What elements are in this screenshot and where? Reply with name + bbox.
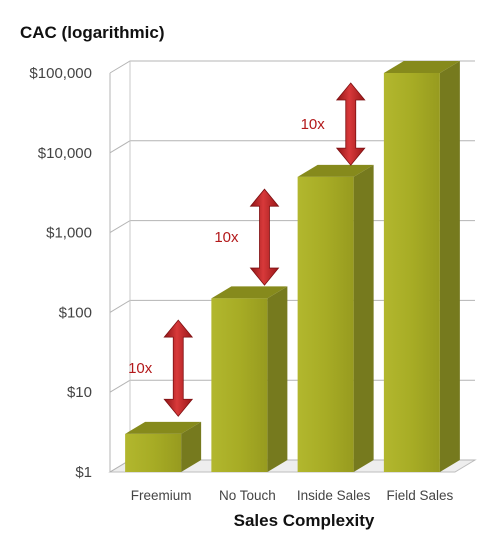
bar-side — [181, 421, 202, 472]
bar-front — [211, 298, 268, 472]
arrow-label: 10x — [301, 116, 326, 133]
y-tick-label: $10 — [67, 384, 92, 401]
arrow-label: 10x — [214, 229, 239, 246]
double-arrow: 10x — [301, 82, 366, 166]
bars — [125, 61, 460, 472]
bar-side — [439, 61, 460, 472]
y-tick-label: $10,000 — [38, 145, 92, 162]
bar — [297, 164, 374, 472]
arrow-shape — [335, 82, 366, 166]
bar-front — [383, 73, 440, 472]
bar — [211, 286, 288, 472]
bar-top — [383, 61, 460, 73]
arrow-label: 10x — [128, 360, 153, 377]
y-tick-label: $100,000 — [29, 65, 92, 82]
double-arrow: 10x — [128, 319, 194, 417]
y-tick-label: $1,000 — [46, 225, 92, 242]
x-axis-title: Sales Complexity — [234, 511, 375, 530]
bar — [125, 421, 202, 472]
bar-side — [267, 286, 288, 472]
y-axis-ticks: $1 $10 $100 $1,000 $10,000 $100,000 — [29, 65, 92, 481]
x-axis-ticks: Freemium No Touch Inside Sales Field Sales — [131, 488, 454, 503]
bar-top — [297, 164, 374, 177]
arrow-shape — [249, 188, 280, 286]
x-tick-label: No Touch — [219, 488, 276, 503]
y-axis-title: CAC (logarithmic) — [20, 23, 165, 42]
x-tick-label: Inside Sales — [297, 488, 371, 503]
bar-front — [125, 433, 182, 472]
y-tick-label: $100 — [59, 304, 92, 321]
arrow-shape — [163, 319, 194, 417]
x-tick-label: Field Sales — [386, 488, 453, 503]
bar — [383, 61, 460, 472]
x-tick-label: Freemium — [131, 488, 192, 503]
bar-side — [353, 164, 374, 472]
bar-front — [297, 176, 354, 472]
y-tick-label: $1 — [75, 464, 92, 481]
bar-top — [125, 421, 202, 434]
bar-top — [211, 286, 288, 299]
double-arrow: 10x — [214, 188, 280, 286]
annotations: 10x 10x 10x — [128, 82, 366, 417]
